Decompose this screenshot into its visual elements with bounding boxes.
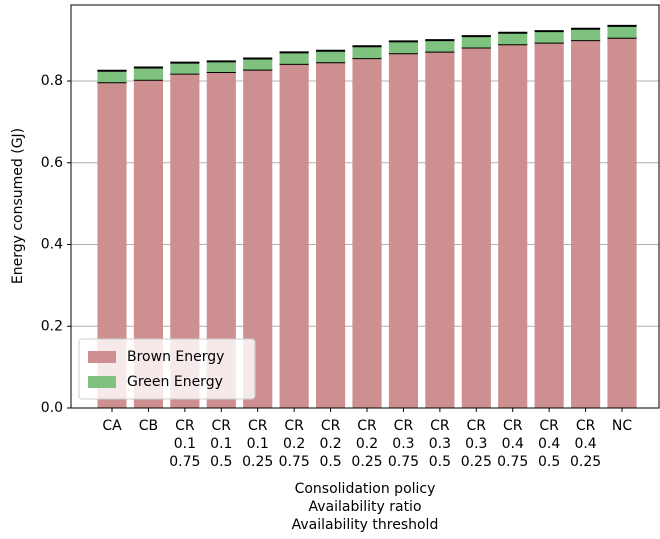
x-tick-label: CR	[467, 418, 487, 434]
x-tick-label: 0.3	[465, 436, 487, 452]
legend-box	[78, 338, 256, 400]
x-tick-label: 0.4	[502, 436, 524, 452]
x-tick-label: 0.2	[319, 436, 341, 452]
x-tick-label: 0.75	[169, 454, 200, 470]
x-tick-label: 0.1	[210, 436, 232, 452]
x-tick-label: 0.75	[279, 454, 310, 470]
x-tick-label: CR	[430, 418, 450, 434]
x-tick-label: CR	[212, 418, 232, 434]
bar-segment	[206, 61, 236, 73]
bar-segment	[388, 41, 419, 54]
y-tick-label: 0.2	[41, 318, 63, 334]
x-tick-label: 0.4	[574, 436, 596, 452]
x-tick-label: CR	[321, 418, 341, 434]
x-tick-label: 0.3	[392, 436, 414, 452]
y-tick-label: 0.0	[41, 400, 63, 416]
x-axis-label: Consolidation policy	[295, 481, 436, 497]
bar-segment	[461, 47, 491, 408]
bar-segment	[133, 67, 164, 80]
bar-segment	[316, 50, 346, 63]
x-tick-label: 0.1	[174, 436, 196, 452]
legend: Brown Energy Green Energy	[78, 338, 256, 400]
x-tick-label: CR	[248, 418, 268, 434]
x-tick-label: 0.2	[356, 436, 378, 452]
x-tick-label: CR	[357, 418, 377, 434]
bar-segment	[571, 40, 601, 409]
x-tick-label: 0.25	[242, 454, 273, 470]
x-tick-label: 0.3	[429, 436, 451, 452]
legend-label: Green Energy	[127, 374, 223, 390]
legend-swatch	[88, 376, 116, 388]
bar-segment	[571, 28, 601, 41]
x-tick-label: CR	[394, 418, 414, 434]
x-tick-label: 0.5	[429, 454, 451, 470]
bar-segment	[607, 25, 637, 38]
x-tick-label: 0.4	[538, 436, 560, 452]
x-tick-label: NC	[612, 418, 632, 434]
x-tick-label: 0.5	[319, 454, 341, 470]
y-tick-label: 0.4	[41, 237, 63, 253]
bar-segment	[352, 46, 382, 59]
bar-segment	[498, 32, 528, 45]
bar-segment	[316, 62, 346, 408]
x-tick-label: 0.25	[461, 454, 492, 470]
x-axis-label: Availability threshold	[292, 517, 439, 533]
bar-segment	[170, 62, 200, 74]
bar-segment	[279, 52, 309, 64]
bar-segment	[534, 42, 564, 409]
y-tick-label: 0.6	[41, 155, 63, 171]
bar-segment	[425, 40, 455, 52]
legend-swatch	[88, 351, 116, 363]
bar-segment	[534, 31, 564, 43]
x-tick-label: CR	[175, 418, 195, 434]
x-tick-label: CR	[539, 418, 559, 434]
x-tick-label: CA	[102, 418, 122, 434]
bar-segment	[607, 37, 637, 409]
bar-segment	[243, 58, 273, 70]
x-tick-label: 0.75	[388, 454, 419, 470]
x-axis-label: Availability ratio	[308, 499, 421, 515]
plot-frame	[70, 4, 660, 409]
legend-label: Brown Energy	[127, 349, 224, 365]
x-tick-label: CR	[284, 418, 304, 434]
bar-segment	[461, 36, 491, 48]
x-tick-label: CB	[139, 418, 158, 434]
x-tick-label: 0.25	[570, 454, 601, 470]
bar-segment	[425, 51, 455, 408]
y-tick-label: 0.8	[41, 73, 63, 89]
x-tick-label: 0.1	[247, 436, 269, 452]
y-axis-label: Energy consumed (GJ)	[10, 128, 26, 284]
bar-segment	[352, 58, 382, 408]
x-tick-label: CR	[576, 418, 596, 434]
x-tick-label: 0.5	[538, 454, 560, 470]
x-tick-label: 0.2	[283, 436, 305, 452]
x-tick-label: 0.75	[497, 454, 528, 470]
x-tick-label: 0.25	[351, 454, 382, 470]
bar-segment	[498, 44, 528, 408]
x-tick-label: 0.5	[210, 454, 232, 470]
bar-segment	[388, 53, 419, 408]
bar-segment	[97, 70, 127, 83]
x-tick-label: CR	[503, 418, 523, 434]
bar-segment	[279, 63, 309, 408]
